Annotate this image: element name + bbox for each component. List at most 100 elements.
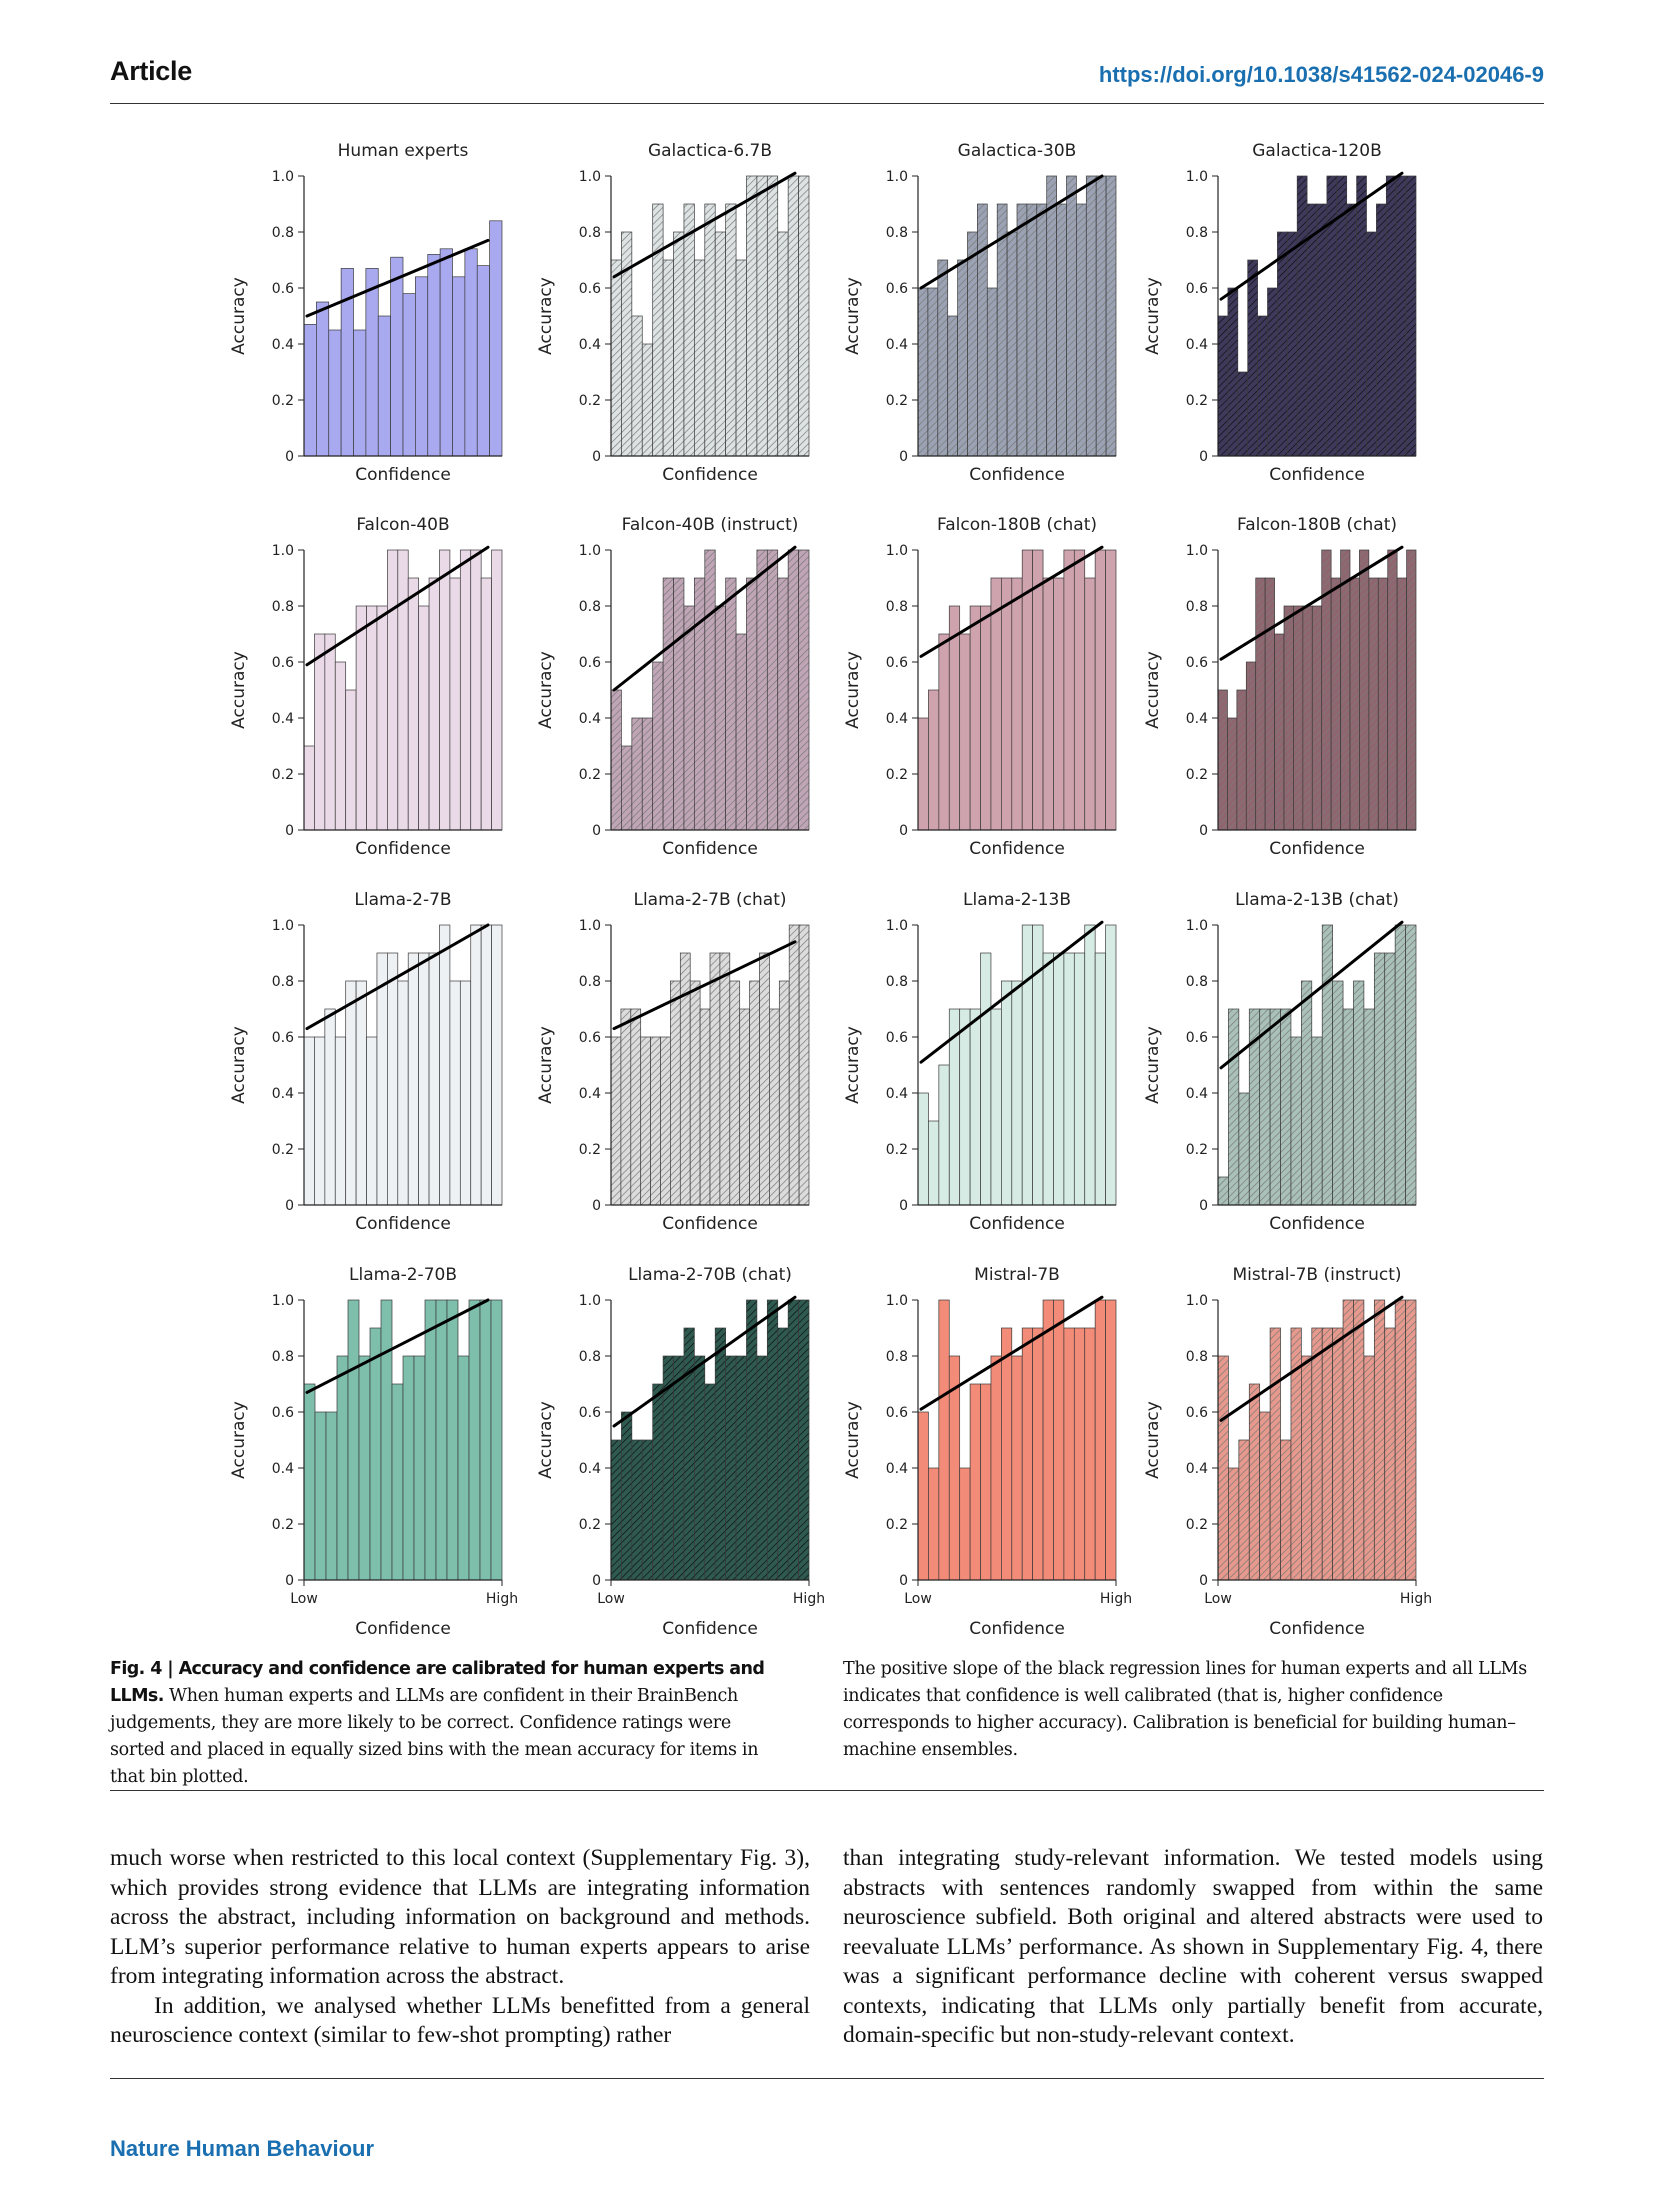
histogram-bar — [947, 315, 958, 457]
histogram-bar — [476, 265, 490, 457]
y-tick-label: 0.6 — [886, 655, 908, 671]
body-column-right: than integrating study-relevant informat… — [843, 1844, 1543, 2051]
y-tick-label: 0 — [899, 1573, 908, 1589]
histogram-bar — [1238, 1092, 1250, 1206]
y-axis-label: Accuracy — [536, 1026, 556, 1104]
histogram-bar — [660, 1036, 671, 1206]
histogram-bar — [673, 1355, 685, 1581]
histogram-bar — [1384, 1327, 1396, 1581]
histogram-bar — [631, 717, 643, 831]
histogram-bar — [652, 1383, 664, 1581]
y-tick-label: 0.2 — [886, 1142, 908, 1158]
calibration-chart: 0 0.2 0.4 0.6 0.8 1.0 Llama-2-13B (chat) Accura… — [1143, 890, 1417, 1234]
calibration-chart: 0 0.2 0.4 0.6 0.8 1.0 Llama-2-70B Accuracy Low Hi… — [229, 1265, 518, 1639]
histogram-bar — [402, 1355, 415, 1581]
histogram-bar — [778, 980, 790, 1206]
histogram-bar — [1395, 175, 1407, 457]
histogram-bar — [464, 248, 478, 457]
histogram-bar — [959, 1467, 971, 1581]
journal-name: Nature Human Behaviour — [110, 2136, 375, 2161]
histogram-bar — [366, 1036, 378, 1206]
histogram-bar — [1385, 175, 1397, 457]
y-tick-label: 0 — [592, 1198, 601, 1214]
histogram-bar — [1094, 549, 1106, 831]
y-tick-label: 0.4 — [272, 1461, 294, 1477]
y-tick-label: 0 — [1199, 449, 1208, 465]
histogram-bar — [418, 605, 430, 831]
histogram-bar — [621, 231, 633, 457]
histogram-bar — [766, 175, 779, 457]
histogram-bar — [1063, 1327, 1075, 1581]
y-tick-label: 0.6 — [886, 1030, 908, 1046]
header-rule — [110, 103, 1544, 104]
histogram-bar — [1316, 203, 1328, 457]
histogram-bar — [766, 1299, 779, 1581]
histogram-bar — [1290, 1036, 1302, 1206]
histogram-bar — [621, 1411, 633, 1581]
histogram-bar — [689, 980, 701, 1206]
section-label: Article — [110, 56, 192, 86]
y-tick-label: 0.2 — [1186, 1142, 1208, 1158]
body-paragraph: than integrating study-relevant informat… — [843, 1845, 1543, 2048]
histogram-bar — [969, 1383, 981, 1581]
y-axis-label: Accuracy — [1143, 651, 1163, 729]
x-axis-label: Confidence — [355, 465, 451, 485]
histogram-bar — [1280, 1008, 1292, 1206]
histogram-bar — [1042, 577, 1054, 831]
histogram-bar — [479, 1299, 492, 1581]
histogram-bar — [714, 1327, 726, 1581]
histogram-bar — [1053, 1299, 1065, 1581]
histogram-bar — [1105, 924, 1117, 1206]
histogram-bar — [468, 1299, 481, 1581]
histogram-bar — [1394, 1299, 1406, 1581]
figure-caption-label: Fig. 4 | Accuracy and confidence are cal… — [110, 1659, 765, 1706]
histogram-bar — [631, 1439, 643, 1581]
x-tick-label: High — [1100, 1591, 1132, 1607]
histogram-bar — [725, 203, 737, 457]
histogram-bar — [990, 1355, 1002, 1581]
histogram-bar — [917, 1411, 929, 1581]
histogram-bar — [1405, 924, 1417, 1206]
histogram-bar — [959, 633, 971, 831]
y-tick-label: 0 — [1199, 1573, 1208, 1589]
histogram-bar — [303, 1036, 315, 1206]
histogram-bar — [314, 633, 326, 831]
chart-title: Human experts — [338, 141, 469, 161]
histogram-bar — [1056, 203, 1067, 457]
histogram-bar — [1095, 175, 1107, 457]
x-axis-label: Confidence — [969, 1214, 1065, 1234]
histogram-bar — [1321, 1327, 1333, 1581]
y-tick-label: 0.8 — [579, 599, 601, 615]
regression-line — [305, 923, 490, 1031]
calibration-chart: 0 0.2 0.4 0.6 0.8 1.0 Llama-2-13B Accuracy Confi… — [843, 890, 1117, 1234]
y-tick-label: 0.8 — [272, 225, 294, 241]
histogram-bar — [959, 1008, 971, 1206]
y-tick-label: 0.2 — [1186, 393, 1208, 409]
histogram-bar — [769, 1008, 780, 1206]
histogram-bar — [1063, 549, 1075, 831]
histogram-bar — [725, 577, 737, 831]
histogram-bar — [927, 287, 939, 457]
x-tick-label: Low — [904, 1591, 932, 1607]
histogram-bar — [1227, 717, 1238, 831]
chart-title: Falcon-180B (chat) — [937, 515, 1097, 535]
histogram-bar — [749, 980, 760, 1206]
histogram-bar — [1073, 1327, 1086, 1581]
histogram-bar — [1274, 633, 1285, 831]
histogram-bar — [303, 745, 315, 831]
histogram-bar — [1073, 952, 1086, 1206]
y-tick-label: 0 — [285, 1573, 294, 1589]
histogram-bar — [1269, 1008, 1281, 1206]
histogram-bar — [1296, 175, 1308, 457]
histogram-bar — [316, 301, 330, 457]
y-tick-label: 0 — [1199, 823, 1208, 839]
histogram-bar — [358, 1355, 371, 1581]
histogram-bar — [397, 980, 409, 1206]
doi-link[interactable]: https://doi.org/10.1038/s41562-024-02046… — [1098, 62, 1544, 87]
histogram-bar — [938, 633, 950, 831]
histogram-bar — [1084, 1327, 1096, 1581]
histogram-bar — [480, 577, 492, 831]
y-tick-label: 0 — [592, 449, 601, 465]
histogram-bar — [1217, 689, 1228, 831]
y-tick-label: 0.8 — [1186, 599, 1208, 615]
